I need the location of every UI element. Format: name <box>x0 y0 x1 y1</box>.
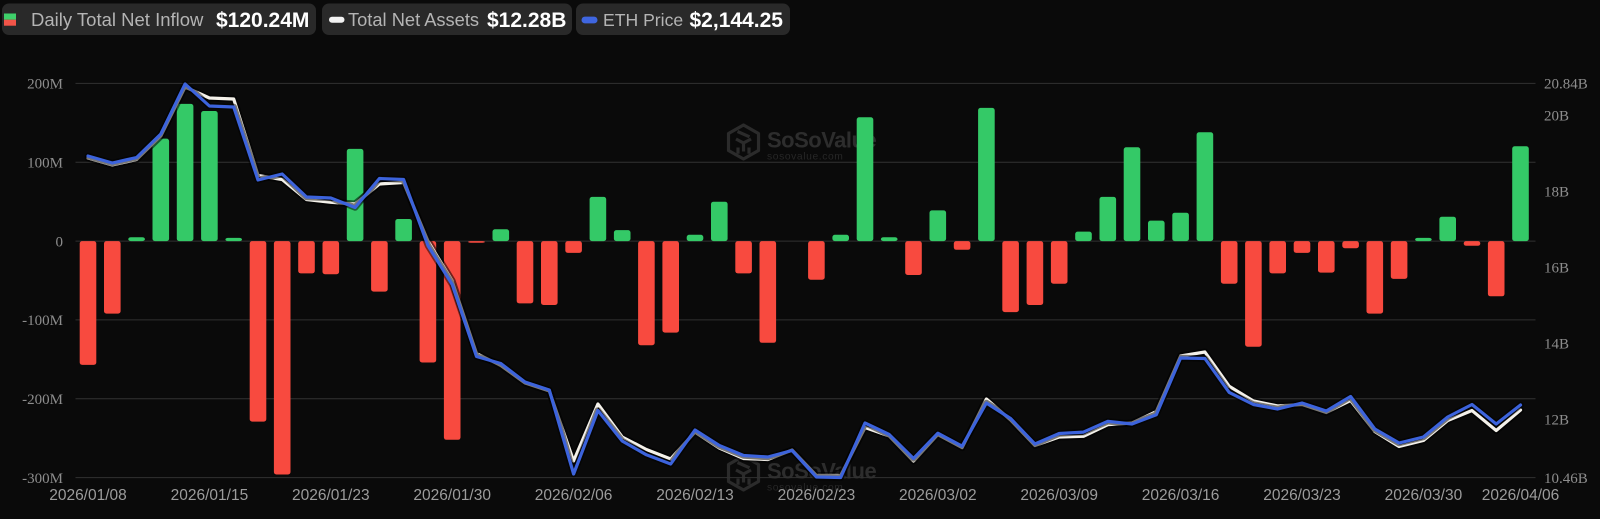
svg-text:16B: 16B <box>1544 260 1569 276</box>
svg-text:Total Net Assets: Total Net Assets <box>348 9 479 30</box>
svg-text:-200M: -200M <box>22 392 63 408</box>
svg-text:$120.24M: $120.24M <box>216 9 309 32</box>
svg-text:12B: 12B <box>1544 412 1569 428</box>
svg-text:2026/02/13: 2026/02/13 <box>656 487 734 504</box>
svg-text:20B: 20B <box>1544 109 1569 125</box>
svg-text:2026/02/06: 2026/02/06 <box>535 487 613 504</box>
svg-text:200M: 200M <box>27 77 63 93</box>
svg-text:sosovalue.com: sosovalue.com <box>767 152 843 163</box>
svg-text:0: 0 <box>56 234 64 250</box>
svg-text:sosovalue.com: sosovalue.com <box>767 483 843 494</box>
svg-text:18B: 18B <box>1544 185 1569 201</box>
svg-text:100M: 100M <box>27 155 63 171</box>
svg-text:2026/02/23: 2026/02/23 <box>778 487 856 504</box>
svg-text:10.46B: 10.46B <box>1544 471 1588 487</box>
svg-text:14B: 14B <box>1544 336 1569 352</box>
svg-text:Daily Total Net Inflow: Daily Total Net Inflow <box>31 9 204 30</box>
svg-text:-300M: -300M <box>22 471 63 487</box>
svg-text:2026/03/30: 2026/03/30 <box>1385 487 1463 504</box>
svg-text:2026/03/23: 2026/03/23 <box>1263 487 1341 504</box>
svg-text:2026/04/06: 2026/04/06 <box>1482 487 1560 504</box>
svg-text:2026/03/09: 2026/03/09 <box>1020 487 1098 504</box>
svg-text:-100M: -100M <box>22 313 63 329</box>
svg-text:2026/01/08: 2026/01/08 <box>49 487 127 504</box>
svg-text:$12.28B: $12.28B <box>487 9 566 32</box>
svg-text:2026/01/23: 2026/01/23 <box>292 487 370 504</box>
svg-text:$2,144.25: $2,144.25 <box>690 9 784 32</box>
svg-text:2026/01/15: 2026/01/15 <box>171 487 249 504</box>
svg-text:2026/03/16: 2026/03/16 <box>1142 487 1220 504</box>
svg-text:20.84B: 20.84B <box>1544 77 1588 93</box>
svg-text:ETH Price: ETH Price <box>603 10 683 30</box>
svg-text:2026/03/02: 2026/03/02 <box>899 487 977 504</box>
svg-text:2026/01/30: 2026/01/30 <box>413 487 491 504</box>
